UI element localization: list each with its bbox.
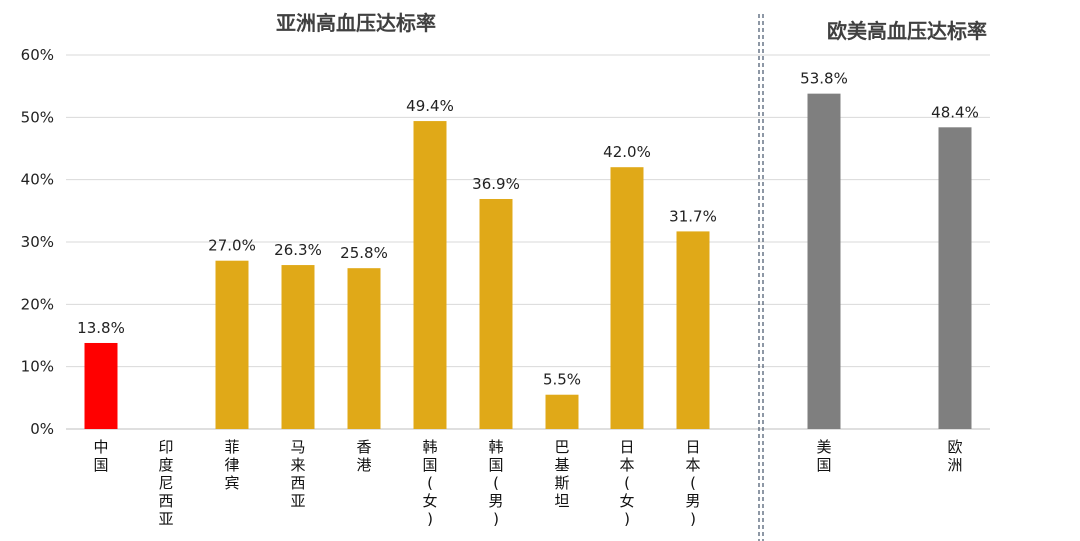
category-label: 马来西亚 <box>290 438 305 510</box>
bar <box>545 394 579 429</box>
data-label: 13.8% <box>77 319 125 337</box>
category-label: 香港 <box>356 438 371 474</box>
category-label: 韩国(男) <box>488 438 503 528</box>
data-label: 5.5% <box>543 371 581 389</box>
y-tick-label: 20% <box>21 295 54 313</box>
bar <box>610 167 644 429</box>
y-axis-ticks: 0% 10% 20% 30% 40% 50% 60% <box>21 46 54 438</box>
category-label: 韩国(女) <box>422 438 437 528</box>
data-label: 49.4% <box>406 97 454 115</box>
category-label: 巴基斯坦 <box>554 438 569 510</box>
bar <box>479 198 513 429</box>
data-label: 53.8% <box>800 70 848 88</box>
category-label: 中国 <box>93 438 108 474</box>
category-label: 菲律宾 <box>224 438 239 492</box>
category-label: 日本(女) <box>619 438 634 528</box>
data-label: 27.0% <box>208 237 256 255</box>
bar <box>413 121 447 429</box>
category-label: 日本(男) <box>685 438 700 528</box>
y-tick-label: 0% <box>30 420 54 438</box>
category-label: 欧洲 <box>947 438 962 474</box>
y-tick-label: 10% <box>21 358 54 376</box>
bar <box>281 265 315 429</box>
y-tick-label: 50% <box>21 108 54 126</box>
chart-title-asia: 亚洲高血压达标率 <box>276 11 436 35</box>
category-labels: 中国 印度尼西亚 菲律宾 马来西亚 香港 韩国(女) 韩国(男) 巴基斯坦 日本(女) 日本(男)… <box>93 438 962 528</box>
y-tick-label: 60% <box>21 46 54 64</box>
bar <box>938 127 972 429</box>
y-tick-label: 30% <box>21 233 54 251</box>
data-label: 31.7% <box>669 207 717 225</box>
data-label: 25.8% <box>340 244 388 262</box>
data-label: 42.0% <box>603 143 651 161</box>
grid-layer <box>66 54 990 430</box>
bar <box>676 231 710 429</box>
bar <box>215 260 249 429</box>
chart-title-west: 欧美高血压达标率 <box>827 19 987 43</box>
bar <box>347 268 381 429</box>
y-tick-label: 40% <box>21 171 54 189</box>
category-label: 美国 <box>816 438 831 474</box>
data-label: 26.3% <box>274 241 322 259</box>
data-label: 48.4% <box>931 103 979 121</box>
bar <box>807 93 841 429</box>
bars <box>84 93 972 429</box>
data-labels: 13.8% 27.0% 26.3% 25.8% 49.4% 36.9% 5.5% 42.0% 3… <box>77 70 979 389</box>
group-separator <box>758 14 764 541</box>
category-label: 印度尼西亚 <box>158 438 173 528</box>
data-label: 36.9% <box>472 175 520 193</box>
bar <box>84 342 118 429</box>
